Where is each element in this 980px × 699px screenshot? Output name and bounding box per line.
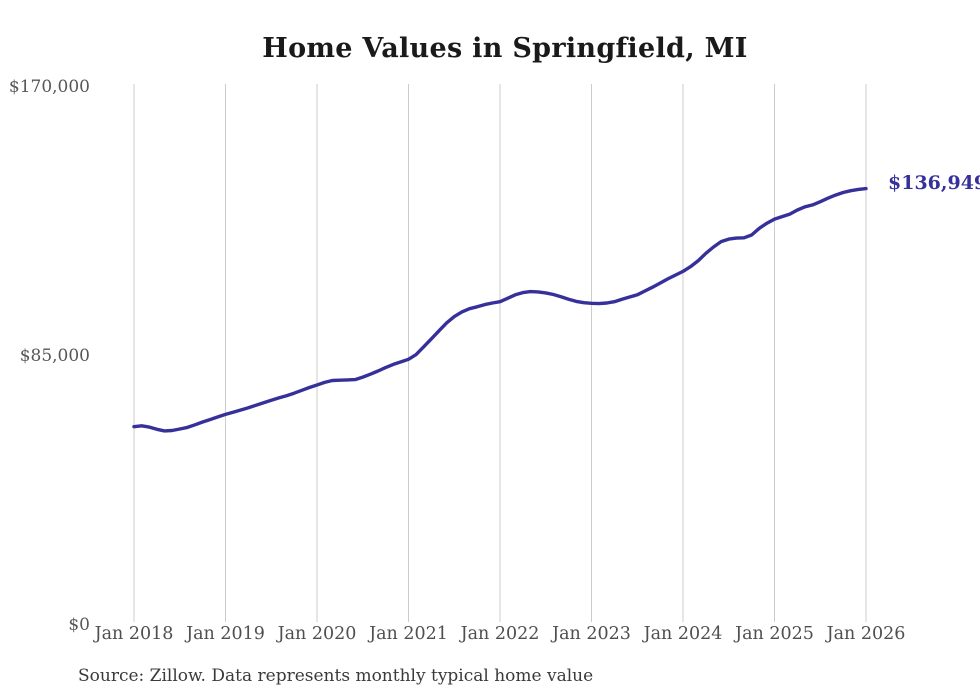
x-tick-label: Jan 2025 <box>735 624 814 644</box>
y-tick-label-170000: $170,000 <box>8 77 90 97</box>
x-tick-label: Jan 2021 <box>369 624 448 644</box>
x-tick-label: Jan 2022 <box>460 624 540 644</box>
home-value-line <box>132 186 868 433</box>
x-tick-label: Jan 2018 <box>94 624 174 644</box>
x-tick-label: Jan 2020 <box>277 624 357 644</box>
y-tick-label-85000: $85,000 <box>19 346 90 366</box>
x-tick-label: Jan 2019 <box>186 624 265 644</box>
chart-title: Home Values in Springfield, MI <box>262 33 748 64</box>
source-note: Source: Zillow. Data represents monthly … <box>78 666 594 686</box>
x-tick-label: Jan 2026 <box>826 624 906 644</box>
x-tick-label: Jan 2023 <box>552 624 631 644</box>
x-tick-label: Jan 2024 <box>643 624 723 644</box>
y-tick-label-0: $0 <box>68 615 90 635</box>
latest-value-label: $136,949 <box>888 172 980 194</box>
